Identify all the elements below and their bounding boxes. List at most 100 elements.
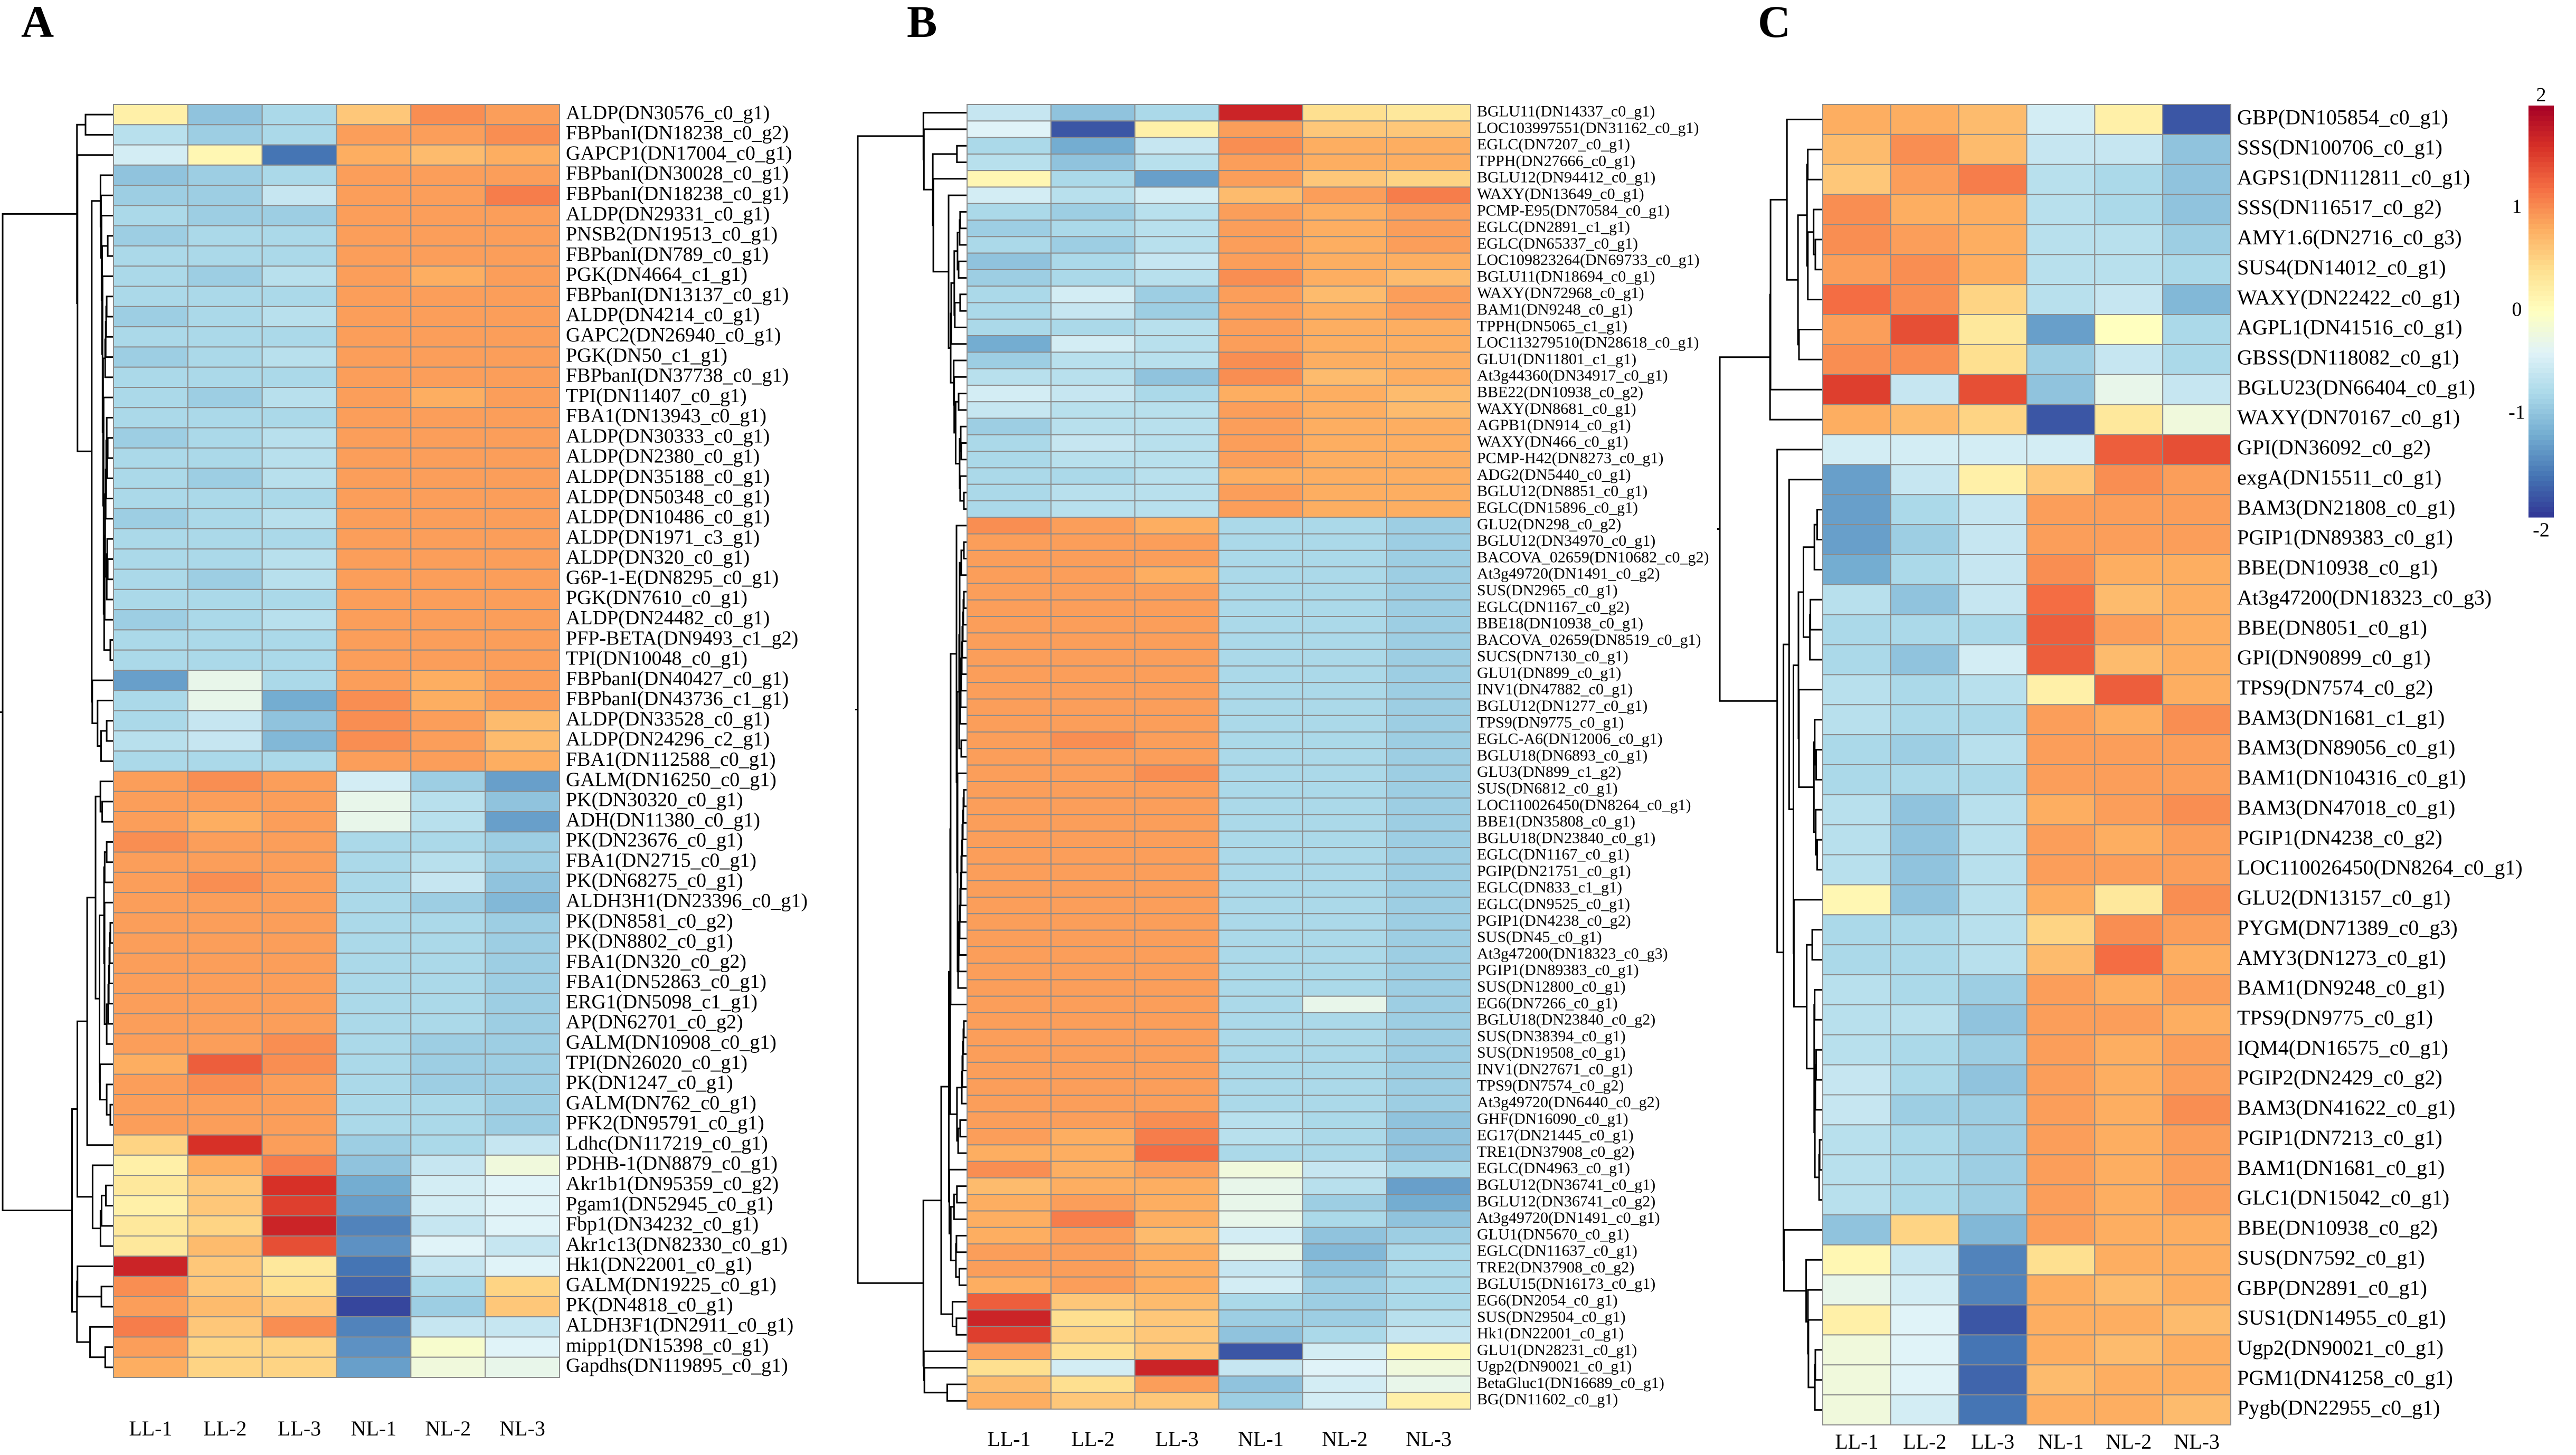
heatmap-cell: [113, 205, 188, 226]
heatmap-cell: [1386, 1012, 1471, 1030]
heatmap-cell: [187, 1215, 263, 1237]
heatmap-cell: [1218, 781, 1303, 799]
dendrogram-branch: [1813, 1004, 1815, 1134]
heatmap-cell: [1218, 220, 1303, 237]
row-label: TPS9(DN7574_c0_g2): [1477, 1077, 1624, 1095]
heatmap-cell: [1218, 302, 1303, 320]
heatmap-cell: [1386, 137, 1471, 155]
heatmap-cell: [1218, 170, 1303, 188]
heatmap-cell: [1386, 1061, 1471, 1080]
heatmap-cell: [113, 670, 188, 691]
row-label: PGM1(DN41258_c0_g1): [2237, 1366, 2453, 1390]
row-label: mipp1(DN15398_c0_g1): [566, 1334, 769, 1356]
heatmap-cell: [1050, 797, 1135, 815]
legend-color-step: [2528, 321, 2554, 327]
heatmap-cell: [2162, 464, 2231, 496]
heatmap-cell: [1386, 1161, 1471, 1178]
heatmap-cell: [2094, 1364, 2164, 1396]
heatmap-cell: [1218, 1095, 1303, 1112]
heatmap-cell: [261, 548, 337, 570]
row-label: EGLC-A6(DN12006_c0_g1): [1477, 730, 1663, 748]
heatmap-cell: [261, 1134, 337, 1156]
heatmap-cell: [485, 670, 560, 691]
legend-color-step: [2528, 162, 2554, 168]
heatmap-cell: [1958, 284, 2028, 316]
heatmap-cell: [1302, 384, 1387, 403]
heatmap-cell: [187, 993, 263, 1014]
heatmap-cell: [1386, 616, 1471, 634]
legend-color-step: [2528, 347, 2554, 353]
heatmap-cell: [113, 488, 188, 509]
heatmap-cell: [410, 468, 486, 489]
row-label: LOC110026450(DN8264_c0_g1): [1477, 796, 1691, 814]
heatmap-cell: [1302, 946, 1387, 964]
heatmap-cell: [1134, 665, 1219, 683]
row-label: AMY3(DN1273_c0_g1): [2237, 946, 2446, 969]
heatmap-cell: [485, 791, 560, 812]
heatmap-cell: [1050, 1243, 1135, 1261]
heatmap-cell: [261, 286, 337, 307]
heatmap-cell: [336, 811, 412, 833]
heatmap-cell: [967, 170, 1052, 188]
heatmap-cell: [261, 953, 337, 974]
heatmap-cell: [261, 690, 337, 711]
heatmap-cell: [2094, 1034, 2164, 1066]
heatmap-cell: [2026, 854, 2096, 886]
heatmap-cell: [485, 1276, 560, 1297]
dendrogram-branch: [963, 591, 967, 609]
legend-color-step: [2528, 177, 2554, 183]
heatmap-cell: [1386, 1029, 1471, 1047]
heatmap-cell: [261, 1195, 337, 1216]
row-label: LOC110026450(DN8264_c0_g1): [2237, 855, 2523, 879]
heatmap-cell: [1958, 1094, 2028, 1126]
legend-color-step: [2528, 234, 2554, 240]
column-label: LL-2: [1071, 1427, 1114, 1451]
dendrogram-branch: [100, 1286, 113, 1308]
row-label: EG17(DN21445_c0_g1): [1477, 1127, 1634, 1144]
heatmap-cell: [2026, 674, 2096, 706]
heatmap-cell: [967, 698, 1052, 716]
heatmap-cell: [187, 588, 263, 611]
heatmap-cell: [1050, 1226, 1135, 1245]
heatmap-cell: [485, 1316, 560, 1338]
heatmap-cell: [1302, 203, 1387, 221]
heatmap-cell: [1134, 880, 1219, 898]
row-label: BAM3(DN89056_c0_g1): [2237, 736, 2455, 759]
legend-color-step: [2528, 280, 2554, 286]
heatmap-cell: [187, 649, 263, 671]
column-label: NL-2: [2106, 1430, 2152, 1452]
dendrogram-branch: [922, 112, 967, 160]
heatmap-cell: [1134, 1128, 1219, 1146]
heatmap-cell: [2162, 1154, 2231, 1186]
row-label: Akr1c13(DN82330_c0_g1): [566, 1233, 788, 1256]
heatmap-cell: [2026, 494, 2096, 526]
heatmap-cell: [485, 205, 560, 226]
heatmap-cell: [113, 185, 188, 206]
heatmap-cell: [187, 1154, 263, 1176]
heatmap-cell: [410, 710, 486, 731]
heatmap-cell: [1218, 1260, 1303, 1278]
heatmap-cell: [1302, 1309, 1387, 1327]
heatmap-cell: [1822, 1004, 1891, 1035]
heatmap-cell: [485, 871, 560, 893]
heatmap-cell: [1822, 464, 1891, 496]
heatmap-cell: [1386, 286, 1471, 303]
heatmap-cell: [336, 892, 412, 914]
heatmap-cell: [1134, 220, 1219, 237]
heatmap-cell: [1134, 1111, 1219, 1129]
heatmap-cell: [2094, 314, 2164, 345]
heatmap-cell: [485, 1134, 560, 1156]
heatmap-cell: [1890, 374, 1959, 405]
heatmap-cell: [187, 1336, 263, 1358]
row-label: ALDP(DN2380_c0_g1): [566, 445, 760, 468]
heatmap-cell: [1302, 1292, 1387, 1311]
heatmap-cell: [1218, 517, 1303, 535]
heatmap-cell: [261, 912, 337, 934]
heatmap-cell: [2162, 1214, 2231, 1245]
heatmap-cell: [1050, 1045, 1135, 1063]
heatmap-cell: [1958, 434, 2028, 465]
heatmap-cell: [485, 1215, 560, 1237]
heatmap-cell: [113, 548, 188, 570]
legend-color-step: [2528, 357, 2554, 364]
heatmap-cell: [1218, 1309, 1303, 1327]
